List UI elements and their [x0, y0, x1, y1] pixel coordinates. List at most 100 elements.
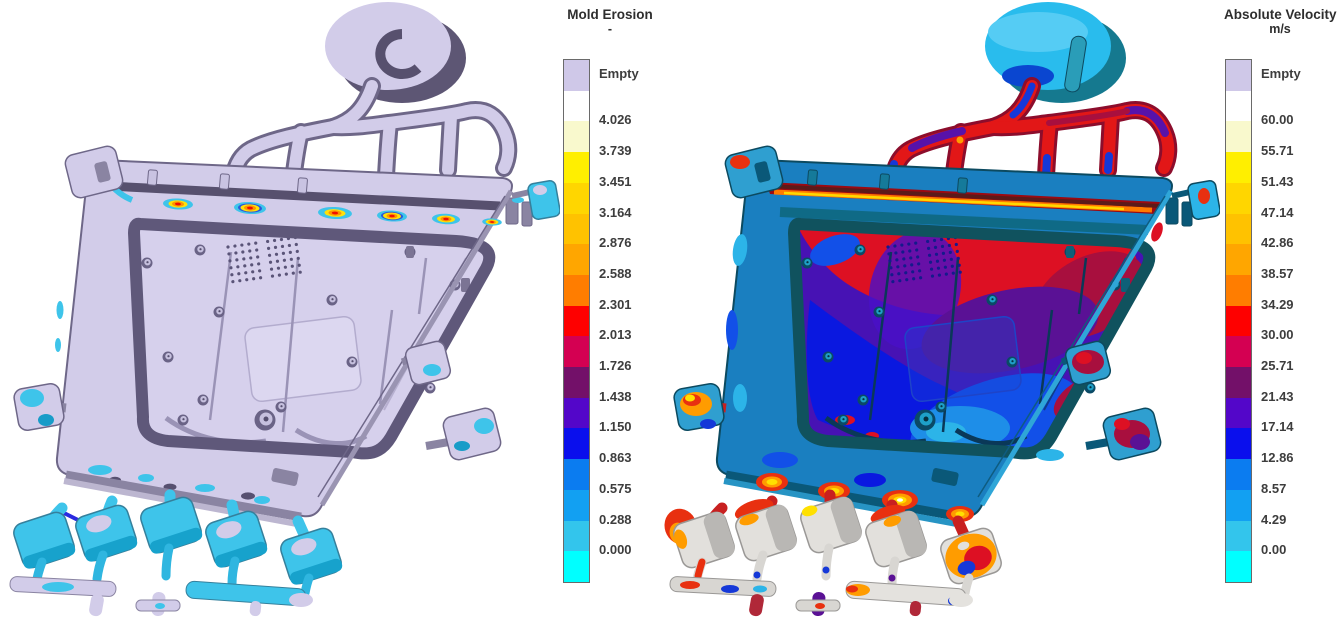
- overflow-cube: [205, 510, 268, 568]
- overflow-tab: [64, 145, 124, 199]
- overflow-cube: [75, 504, 138, 562]
- colorbar-band: [564, 121, 589, 153]
- legend-tick-label: 30.00: [1261, 327, 1294, 343]
- legend-tick-label: 17.14: [1261, 419, 1294, 435]
- overflow-cube: [280, 527, 343, 585]
- overflow-cube: [940, 527, 1002, 585]
- overflow-tab: [13, 383, 67, 431]
- sprue-disc: [985, 2, 1126, 103]
- legend-tick-label: 3.451: [599, 173, 632, 189]
- legend-tick-label: 0.00: [1261, 542, 1287, 558]
- overflow-cube: [865, 504, 927, 568]
- legend-tick-label: 51.43: [1261, 173, 1294, 189]
- runner-bars: [9, 576, 313, 617]
- gate-flame-hotspots: [756, 473, 974, 522]
- colorbar-band: [564, 459, 589, 490]
- legend-tick-label: 1.726: [599, 358, 632, 374]
- colorbar-band: [1226, 152, 1251, 183]
- legend-tick-label: 1.150: [599, 419, 632, 435]
- legend-tick-label: 4.026: [599, 112, 632, 128]
- legend-tick-label: 0.288: [599, 511, 632, 527]
- legend-tick-label: Empty: [599, 66, 639, 82]
- absolute-velocity-legend: Absolute Velocity m/s Empty 60.00 55.71 51.…: [1224, 0, 1337, 618]
- part-body: [715, 158, 1193, 527]
- overflow-tab: [724, 145, 784, 199]
- colorbar-band: [564, 60, 589, 91]
- legend-tick-label: 3.739: [599, 143, 632, 159]
- colorbar-band: [564, 551, 589, 582]
- legend-tick-label: 2.876: [599, 235, 632, 251]
- legend-tick-label: 2.588: [599, 265, 632, 281]
- overflow-tab: [425, 407, 502, 461]
- colorbar-band: [1226, 520, 1251, 552]
- overflow-tab: [511, 180, 560, 220]
- colorbar-band: [564, 244, 589, 275]
- center-boss: [914, 409, 936, 431]
- colorbar: [563, 59, 590, 583]
- runner-system: [884, 77, 1178, 189]
- legend-unit: -: [607, 22, 613, 36]
- colorbar-band: [564, 428, 589, 460]
- colorbar-band: [1226, 213, 1251, 245]
- bottom-overflow-cluster: [9, 489, 343, 617]
- runner-system: [224, 77, 518, 189]
- legend-tick-label: 42.86: [1261, 235, 1294, 251]
- legend-tick-label: 2.013: [599, 327, 632, 343]
- colorbar-band: [564, 367, 589, 398]
- legend-tick-label: 21.43: [1261, 388, 1294, 404]
- colorbar-band: [564, 520, 589, 552]
- colorbar-band: [1226, 551, 1251, 582]
- legend-tick-label: 4.29: [1261, 511, 1287, 527]
- legend-tick-label: 0.575: [599, 480, 632, 496]
- legend-tick-label: 25.71: [1261, 358, 1294, 374]
- legend-tick-label: 2.301: [599, 296, 632, 312]
- colorbar-band: [1226, 367, 1251, 398]
- absolute-velocity-3d-rendering: [664, 2, 1220, 617]
- mold-erosion-3d-rendering: [9, 2, 560, 617]
- colorbar-band: [1226, 244, 1251, 275]
- colorbar-band: [1226, 459, 1251, 490]
- colorbar-band: [1226, 60, 1251, 91]
- center-boss: [254, 409, 276, 431]
- legend-tick-label: 12.86: [1261, 450, 1294, 466]
- colorbar-band: [564, 336, 589, 368]
- legend-tick-label: 55.71: [1261, 143, 1294, 159]
- legend-title: Mold Erosion: [567, 7, 653, 22]
- vent-hole-grid: [226, 235, 302, 284]
- overflow-cube: [13, 511, 76, 569]
- part-body: [55, 158, 533, 527]
- overflow-cube: [664, 508, 735, 569]
- sprue-disc: [325, 2, 466, 103]
- mold-erosion-legend: Mold Erosion - Empty 4.026 3.739 3.451 3.164…: [562, 0, 658, 618]
- legend-tick-label: 47.14: [1261, 204, 1294, 220]
- colorbar-band: [1226, 397, 1251, 429]
- overflow-cube: [734, 498, 797, 562]
- rim-velocity-patches: [726, 234, 886, 487]
- groove-ring: [128, 217, 496, 460]
- colorbar-band: [564, 213, 589, 245]
- legend-tick-label: 0.000: [599, 542, 632, 558]
- overflow-tab: [1085, 407, 1162, 461]
- legend-tick-label: 38.57: [1261, 265, 1294, 281]
- side-overflow-tabs: [673, 145, 1220, 461]
- edge-posts: [806, 169, 1193, 227]
- colorbar-band: [1226, 121, 1251, 153]
- gate-erosion-hotspots: [163, 198, 502, 226]
- overflow-tab: [1171, 180, 1220, 220]
- colorbar-band: [1226, 336, 1251, 368]
- groove-ring: [788, 217, 1156, 460]
- edge-posts: [146, 169, 533, 227]
- colorbar-band: [1226, 274, 1251, 306]
- colorbar-band: [564, 182, 589, 214]
- legend-tick-label: 8.57: [1261, 480, 1287, 496]
- overflow-tab: [1060, 340, 1112, 386]
- legend-unit: m/s: [1269, 22, 1291, 36]
- legend-tick-label: 3.164: [599, 204, 632, 220]
- legend-tick-label: 1.438: [599, 388, 632, 404]
- colorbar-band: [564, 489, 589, 521]
- colorbar-band: [1226, 182, 1251, 214]
- legend-tick-label: Empty: [1261, 66, 1301, 82]
- colorbar-band: [1226, 305, 1251, 337]
- legend-tick-label: 60.00: [1261, 112, 1294, 128]
